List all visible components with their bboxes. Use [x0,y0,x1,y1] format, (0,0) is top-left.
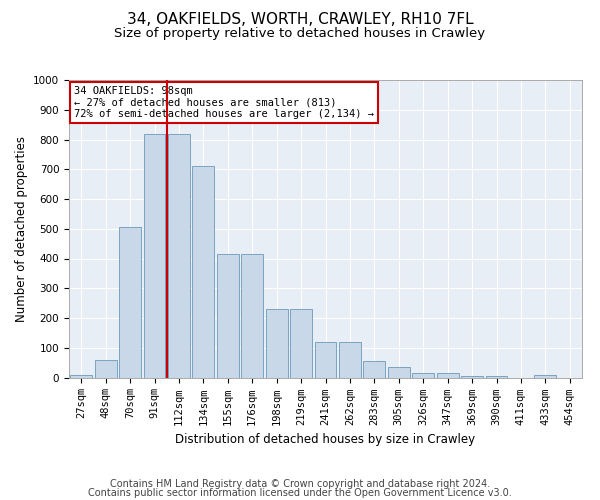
Bar [70,376,92,378]
Bar [485,376,508,378]
Text: 34, OAKFIELDS, WORTH, CRAWLEY, RH10 7FL: 34, OAKFIELDS, WORTH, CRAWLEY, RH10 7FL [127,12,473,28]
Bar [314,342,337,378]
Bar [535,374,556,378]
Bar [119,228,141,378]
Bar [143,134,166,378]
Bar [168,134,190,378]
Bar [193,166,214,378]
Text: 34 OAKFIELDS: 98sqm
← 27% of detached houses are smaller (813)
72% of semi-detac: 34 OAKFIELDS: 98sqm ← 27% of detached ho… [74,86,374,119]
Bar [437,373,458,378]
Bar [290,309,312,378]
Text: Size of property relative to detached houses in Crawley: Size of property relative to detached ho… [115,28,485,40]
Bar [364,360,385,378]
X-axis label: Distribution of detached houses by size in Crawley: Distribution of detached houses by size … [175,433,476,446]
Bar [266,309,287,378]
Bar [217,254,239,378]
Text: Contains public sector information licensed under the Open Government Licence v3: Contains public sector information licen… [88,488,512,498]
Bar [388,367,410,378]
Y-axis label: Number of detached properties: Number of detached properties [14,136,28,322]
Bar [95,360,116,378]
Bar [461,376,483,378]
Bar [412,373,434,378]
Bar [241,254,263,378]
Bar [339,342,361,378]
Text: Contains HM Land Registry data © Crown copyright and database right 2024.: Contains HM Land Registry data © Crown c… [110,479,490,489]
